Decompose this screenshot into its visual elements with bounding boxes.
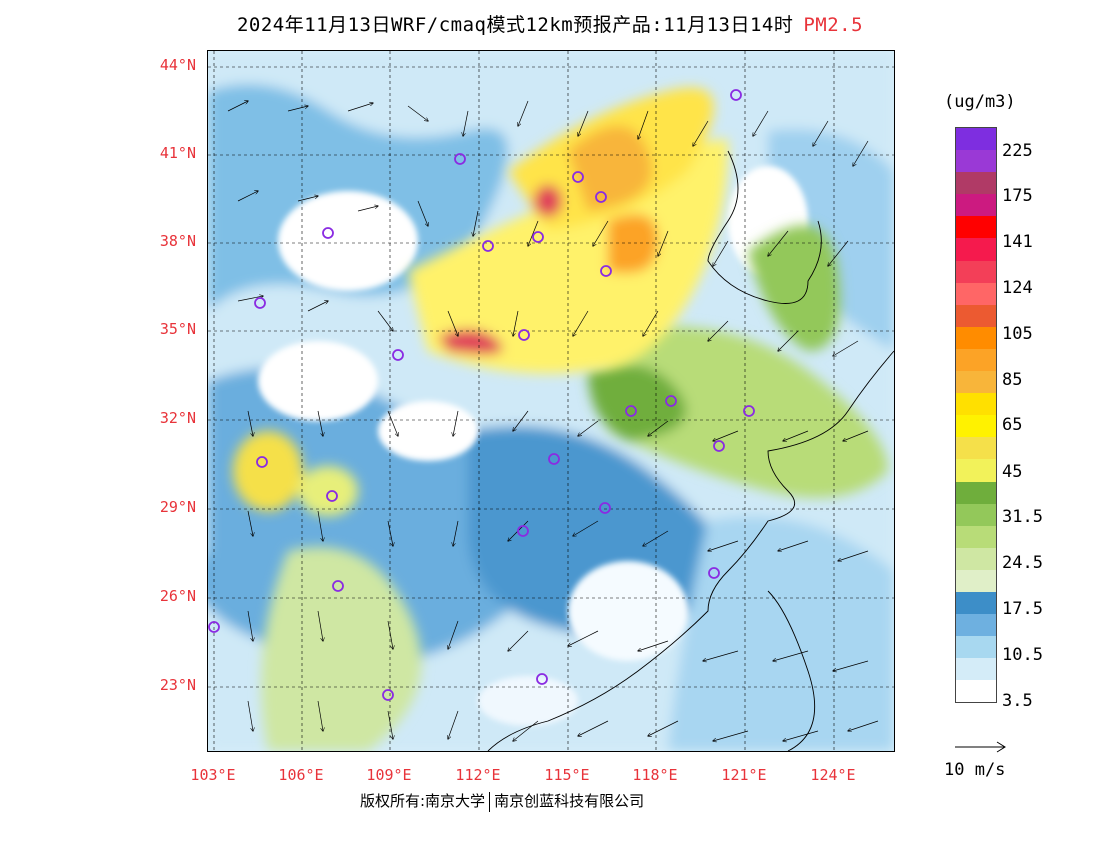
wind-vectors — [227, 101, 879, 741]
coastline — [487, 150, 894, 751]
lon-label-106: 106°E — [278, 766, 324, 784]
legend-swatch — [956, 614, 996, 637]
legend-label: 105 — [1002, 324, 1033, 344]
lat-label-26: 26°N — [159, 587, 196, 605]
legend-swatch — [956, 304, 996, 327]
legend-swatch — [956, 282, 996, 305]
legend-unit: (ug/m3) — [944, 92, 1016, 112]
legend-swatch — [956, 680, 996, 703]
company-text: 南京创蓝科技有限公司 — [494, 792, 645, 810]
copyright-text: 版权所有:南京大学 — [360, 792, 486, 810]
lon-label-103: 103°E — [190, 766, 236, 784]
moderate-areas — [261, 225, 888, 751]
lon-label-112: 112°E — [455, 766, 501, 784]
city-markers — [208, 89, 755, 701]
legend-label: 65 — [1002, 415, 1023, 435]
legend-swatch — [956, 415, 996, 438]
legend-swatch — [956, 393, 996, 416]
legend-label: 3.5 — [1002, 691, 1033, 711]
legend-swatch — [956, 371, 996, 394]
legend-swatch — [956, 591, 996, 615]
map-canvas — [208, 51, 894, 751]
clean-areas — [258, 166, 808, 726]
legend-swatch — [956, 238, 996, 261]
legend-label: 141 — [1002, 232, 1033, 252]
map-title: 2024年11月13日WRF/cmaq模式12km预报产品:11月13日14时 P… — [0, 10, 1100, 37]
lon-label-121: 121°E — [721, 766, 767, 784]
copyright-footer: 版权所有:南京大学 南京创蓝科技有限公司 — [360, 790, 644, 812]
legend-swatch — [956, 172, 996, 195]
lon-label-115: 115°E — [544, 766, 590, 784]
lat-label-29: 29°N — [159, 498, 196, 516]
legend-label: 31.5 — [1002, 507, 1043, 527]
legend-swatch — [956, 326, 996, 349]
graticule — [208, 51, 894, 751]
lat-label-41: 41°N — [159, 144, 196, 162]
legend-swatch — [956, 194, 996, 217]
legend-swatch — [956, 636, 996, 659]
legend-swatch — [956, 525, 996, 548]
legend-label: 24.5 — [1002, 553, 1043, 573]
legend-swatch — [956, 481, 996, 504]
lat-label-32: 32°N — [159, 409, 196, 427]
legend-swatch — [956, 260, 996, 283]
lon-label-124: 124°E — [810, 766, 856, 784]
wind-reference-label: 10 m/s — [944, 760, 1006, 780]
legend-swatch — [956, 128, 996, 151]
lat-label-38: 38°N — [159, 232, 196, 250]
pollutant-label: PM2.5 — [803, 14, 864, 36]
lat-label-23: 23°N — [159, 676, 196, 694]
title-main: 2024年11月13日WRF/cmaq模式12km预报产品:11月13日14时 — [236, 14, 794, 36]
lat-label-44: 44°N — [159, 56, 196, 74]
legend-swatch — [956, 348, 996, 372]
legend-swatch — [956, 216, 996, 239]
legend-swatch — [956, 547, 996, 570]
legend-label: 85 — [1002, 370, 1023, 390]
legend-swatch — [956, 437, 996, 460]
legend-swatch — [956, 459, 996, 482]
wind-reference-arrow — [955, 741, 1006, 753]
legend-label: 124 — [1002, 278, 1033, 298]
legend-swatch — [956, 569, 996, 592]
legend-label: 175 — [1002, 186, 1033, 206]
lat-label-35: 35°N — [159, 320, 196, 338]
color-legend — [955, 127, 997, 704]
footer-separator — [489, 791, 491, 812]
legend-label: 10.5 — [1002, 645, 1043, 665]
lon-label-118: 118°E — [632, 766, 678, 784]
legend-swatch — [956, 658, 996, 681]
legend-label: 17.5 — [1002, 599, 1043, 619]
lon-label-109: 109°E — [366, 766, 412, 784]
legend-swatch — [956, 503, 996, 526]
legend-swatch — [956, 150, 996, 173]
legend-label: 45 — [1002, 462, 1023, 482]
legend-label: 225 — [1002, 141, 1033, 161]
pollution-map[interactable] — [207, 50, 895, 752]
